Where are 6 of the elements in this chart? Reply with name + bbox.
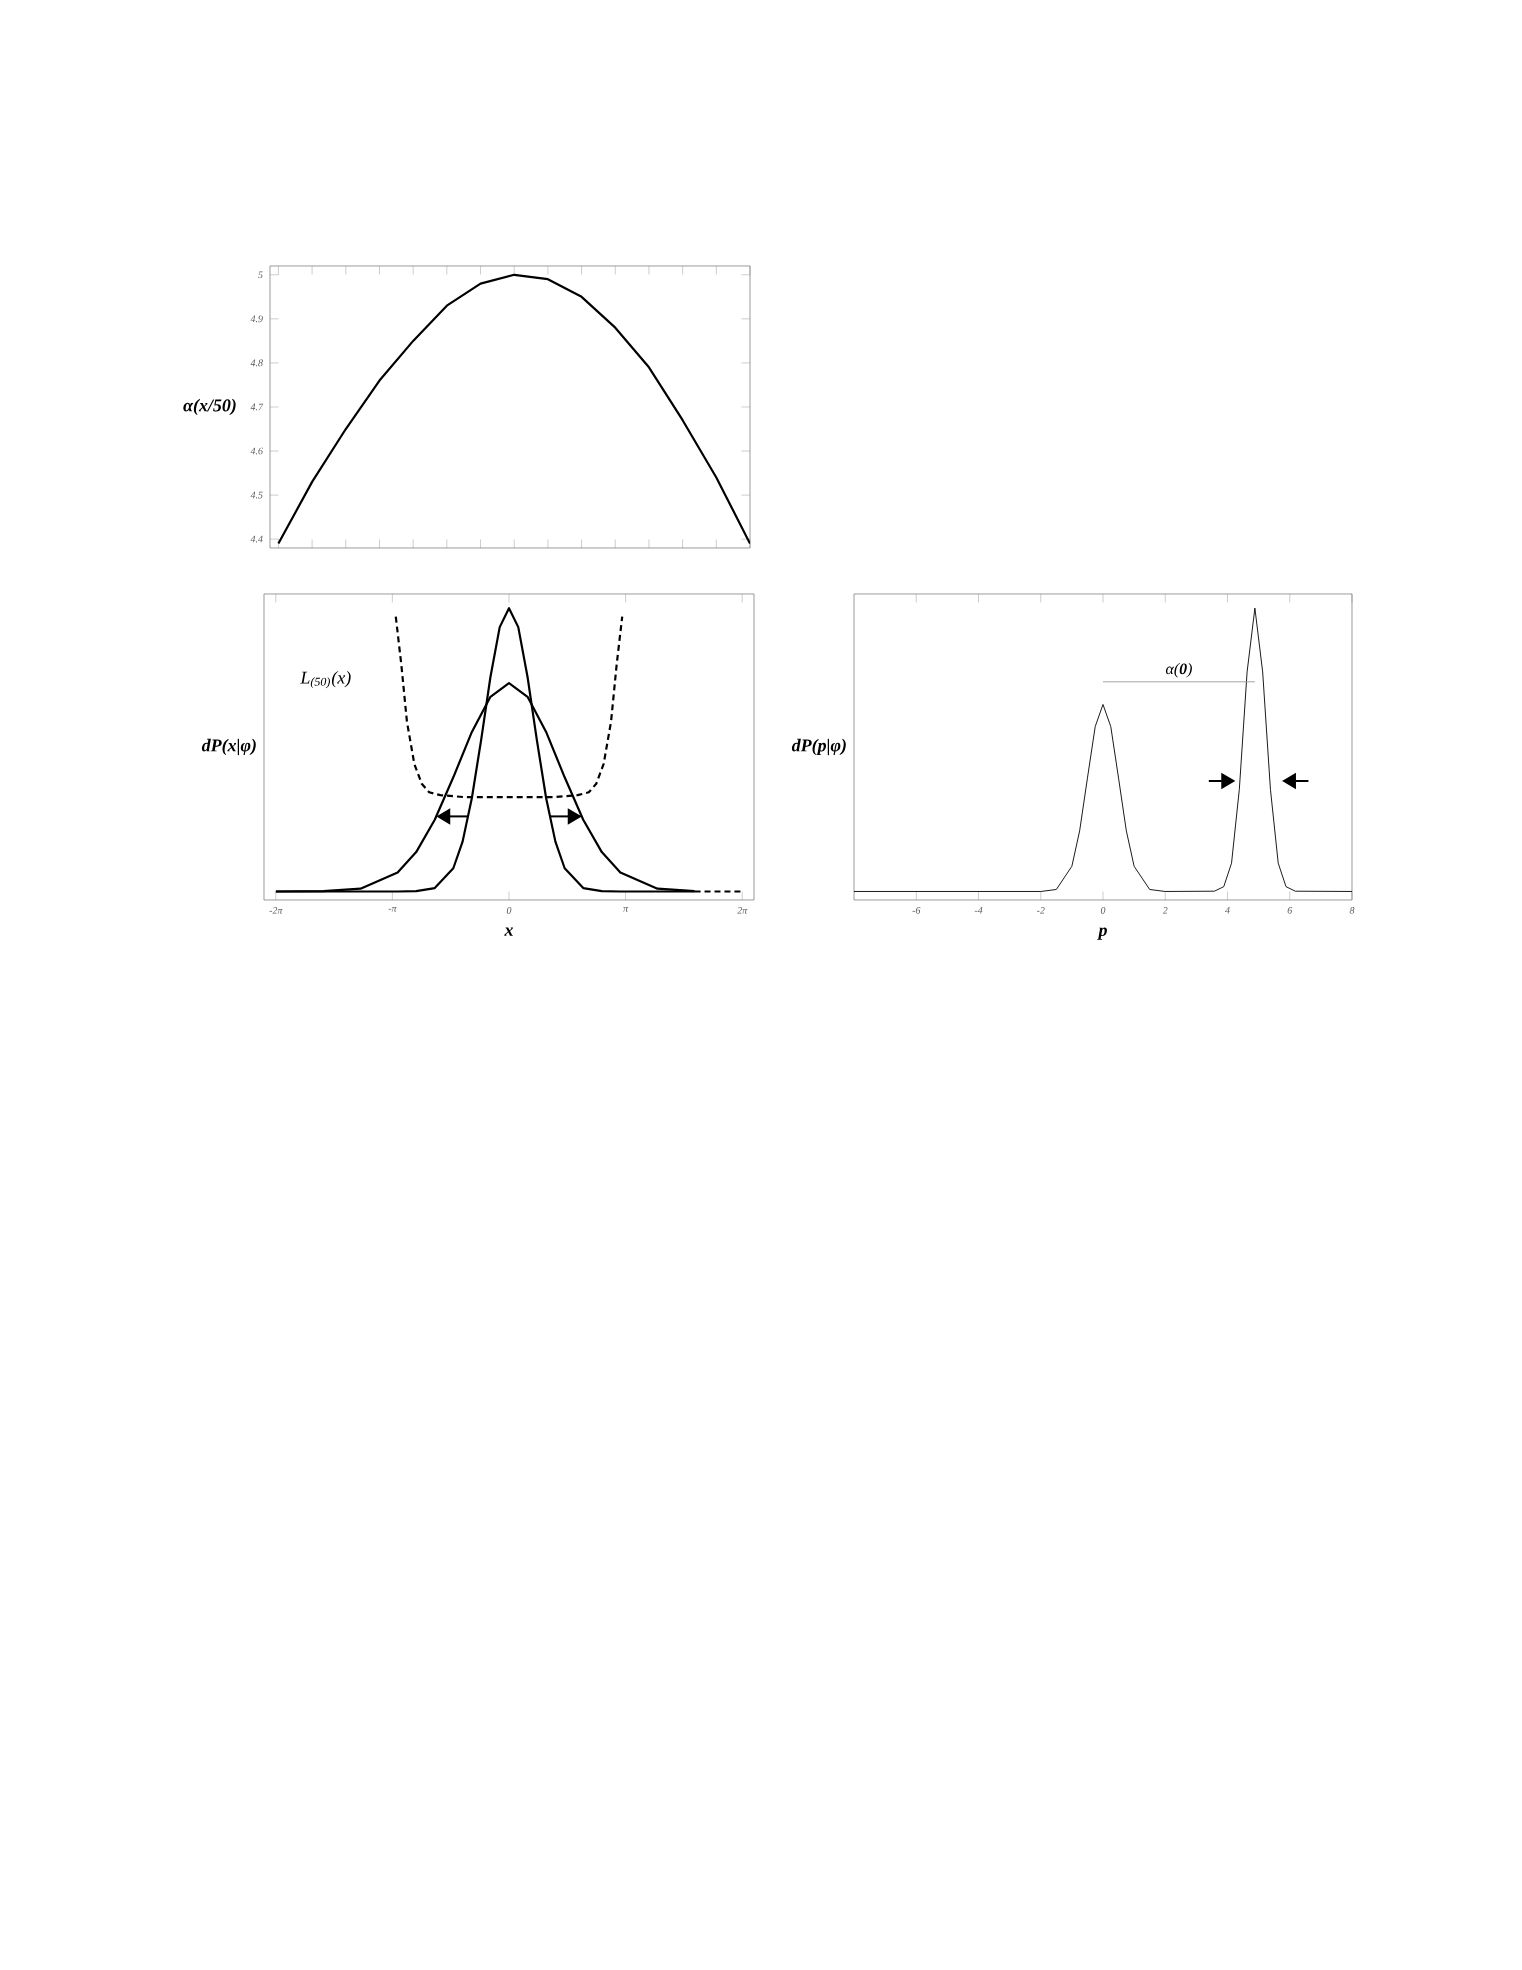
x-axis-title: p: [1097, 927, 1107, 940]
y-axis-title: α(x/50): [183, 398, 236, 416]
x-axis-title: x: [504, 927, 514, 936]
text: L$_{(50)}$(x): [300, 671, 351, 689]
y-axis-title: dP(x|φ): [201, 738, 256, 756]
y-axis-title: dP(p|φ): [791, 738, 846, 756]
